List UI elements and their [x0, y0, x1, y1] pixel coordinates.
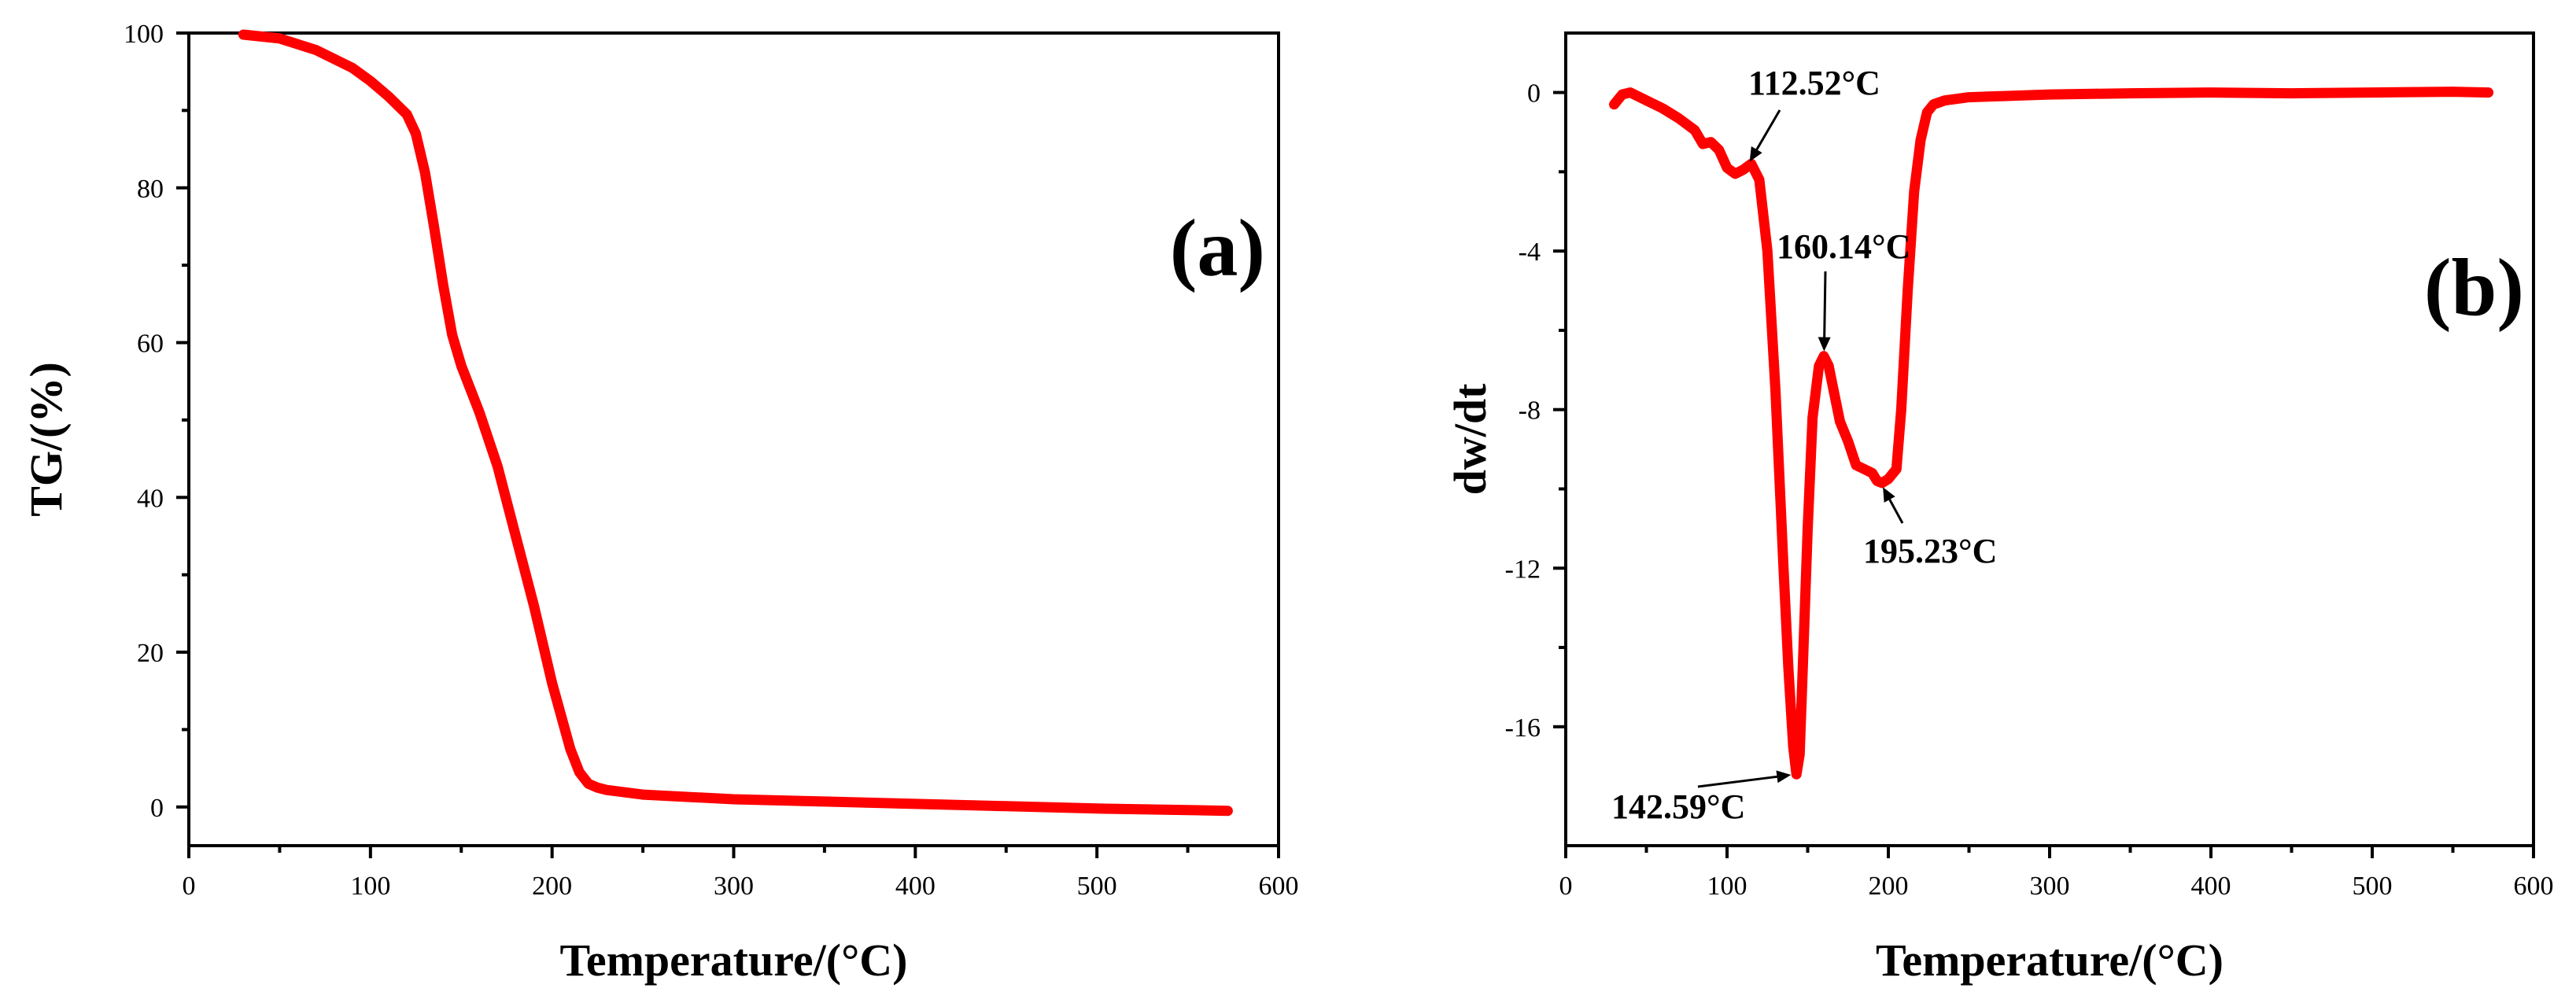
y-tick-label-b-2: -8 — [1519, 396, 1541, 426]
annotation-arrow-3 — [1697, 774, 1785, 788]
annotation-arrowhead-1 — [1818, 337, 1831, 352]
series-line-b-0 — [1609, 87, 2494, 780]
x-tick-label-b-1: 100 — [1707, 872, 1747, 901]
x-tick-label-a-3: 300 — [714, 872, 754, 901]
x-tick-label-a-6: 600 — [1259, 872, 1299, 901]
y-tick-label-a-1: 20 — [137, 639, 164, 668]
x-tick-label-b-0: 0 — [1559, 872, 1573, 901]
y-tick-label-a-3: 60 — [137, 330, 164, 359]
annotation-arrowhead-2 — [1883, 487, 1895, 503]
x-tick-label-b-3: 300 — [2030, 872, 2070, 901]
y-axis-title-b: dw/dt — [1445, 383, 1496, 496]
plot-frame-b — [1564, 31, 2535, 847]
y-tick-label-a-4: 80 — [137, 175, 164, 204]
annotation-arrow-0 — [1751, 109, 1781, 157]
x-tick-label-b-4: 400 — [2191, 872, 2231, 901]
panel-label-b: (b) — [2424, 242, 2524, 333]
annotation-label-3: 142.59°C — [1611, 787, 1745, 826]
y-tick-label-b-0: 0 — [1527, 79, 1541, 109]
annotation-arrowhead-3 — [1776, 770, 1792, 784]
panel-label-a: (a) — [1170, 203, 1265, 293]
x-axis-title-b: Temperature/(°C) — [1876, 935, 2224, 986]
annotation-label-1: 160.14°C — [1777, 227, 1910, 266]
y-tick-label-b-3: -12 — [1505, 555, 1541, 584]
y-tick-label-a-0: 0 — [150, 794, 164, 823]
x-tick-label-a-4: 400 — [895, 872, 936, 901]
series-line-a-0 — [238, 29, 1233, 817]
x-tick-label-a-2: 200 — [532, 872, 572, 901]
x-tick-label-a-0: 0 — [183, 872, 196, 901]
plot-frame-a — [187, 31, 1280, 847]
y-tick-label-b-4: -16 — [1505, 714, 1541, 743]
y-tick-label-a-5: 100 — [124, 20, 164, 49]
annotation-label-2: 195.23°C — [1863, 532, 1997, 570]
x-tick-label-b-5: 500 — [2353, 872, 2393, 901]
y-axis-title-a: TG/(%) — [20, 362, 72, 517]
annotation-label-0: 112.52°C — [1748, 64, 1880, 102]
annotation-arrowhead-0 — [1749, 146, 1762, 162]
y-tick-label-a-2: 40 — [137, 484, 164, 513]
x-tick-label-b-6: 600 — [2514, 872, 2554, 901]
x-tick-label-a-5: 500 — [1077, 872, 1117, 901]
chart-panel-a: 0 100 200 300 400 500 600 0 20 40 60 80 100 Temperatu… — [20, 20, 1299, 986]
x-tick-label-b-2: 200 — [1869, 872, 1909, 901]
x-axis-title-a: Temperature/(°C) — [560, 935, 908, 986]
y-tick-label-b-1: -4 — [1519, 238, 1541, 267]
chart-panel-b: 0 100 200 300 400 500 600 0 -4 -8 -12 -16 Temperatur… — [1445, 31, 2554, 986]
x-tick-label-a-1: 100 — [350, 872, 390, 901]
